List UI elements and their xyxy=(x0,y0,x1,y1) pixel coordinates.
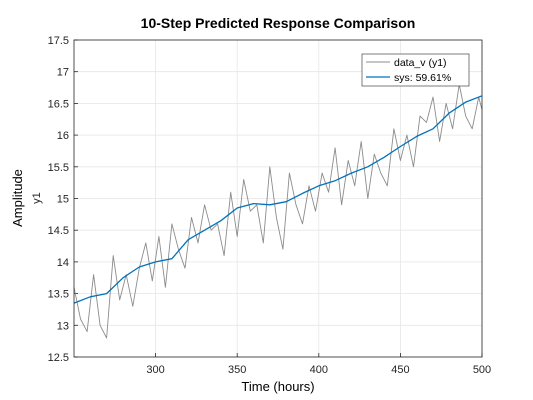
y-tick-label: 12.5 xyxy=(48,352,69,364)
legend-label-model: sys: 59.61% xyxy=(394,72,451,84)
y-axis-sublabel: y1 xyxy=(31,192,43,204)
tick-labels: 300 350 400 450 500 12.5 13 13.5 14 14.5 15 15.5 16 1… xyxy=(48,35,492,376)
x-tick-label: 300 xyxy=(146,364,164,376)
legend-label-data: data_v (y1) xyxy=(394,57,447,69)
y-tick-label: 16.5 xyxy=(48,98,69,110)
y-tick-label: 15.5 xyxy=(48,162,69,174)
y-tick-label: 16 xyxy=(57,130,69,142)
x-tick-label: 350 xyxy=(228,364,246,376)
grid xyxy=(74,39,483,358)
y-axis-label: Amplitude xyxy=(10,169,25,227)
legend-box xyxy=(361,53,470,87)
y-tick-label: 17.5 xyxy=(48,35,69,47)
y-tick-label: 14.5 xyxy=(48,225,69,237)
x-tick-label: 450 xyxy=(391,364,409,376)
axes-box xyxy=(73,39,483,358)
y-tick-label: 14 xyxy=(57,257,69,269)
x-axis-label: Time (hours) xyxy=(241,379,314,394)
plot-area xyxy=(73,83,483,339)
y-tick-label: 15 xyxy=(57,194,69,206)
x-tick-label: 400 xyxy=(310,364,328,376)
series-line-data xyxy=(73,83,483,339)
chart-title: 10-Step Predicted Response Comparison xyxy=(141,15,416,31)
series-line-model xyxy=(73,95,483,304)
y-tick-label: 13 xyxy=(57,320,69,332)
x-tick-label: 500 xyxy=(473,364,491,376)
y-tick-label: 17 xyxy=(57,67,69,79)
legend: data_v (y1) sys: 59.61% xyxy=(361,53,470,87)
y-tick-label: 13.5 xyxy=(48,289,69,301)
